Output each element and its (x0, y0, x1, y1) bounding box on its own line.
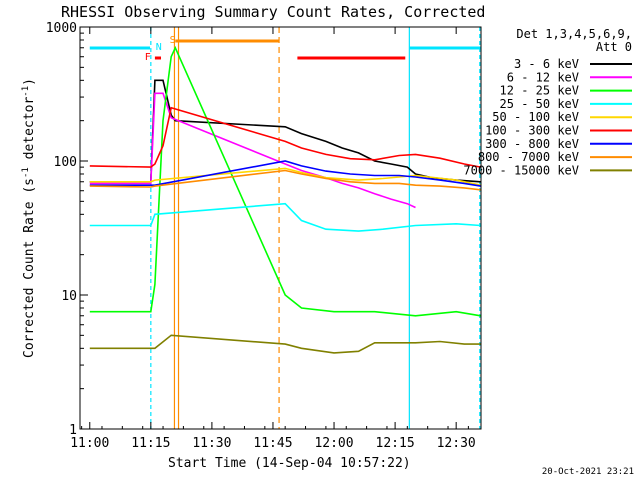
x-tick-label-6: 12:30 (437, 436, 476, 451)
x-axis-label: Start Time (14-Sep-04 10:57:22) (168, 456, 411, 471)
y-tick-label-1: 10 (61, 289, 77, 304)
flag-n: N (156, 42, 162, 53)
y-axis-label-sup1: -1 (21, 167, 31, 178)
legend-label-4: 50 - 100 keV (492, 110, 579, 124)
series-line-0 (89, 79, 481, 183)
legend-label-8: 7000 - 15000 keV (463, 163, 579, 177)
y-axis-label-main: Corrected Count Rate (s (22, 178, 37, 358)
legend-header-line-1: Det 1,3,4,5,6,9, (516, 27, 632, 41)
legend-label-2: 12 - 25 keV (500, 84, 579, 98)
legend-label-1: 6 - 12 keV (507, 70, 579, 84)
legend-header-line-2: Att 0 (596, 40, 632, 54)
series-line-1 (89, 92, 416, 209)
y-axis-label-mid: detector (22, 97, 37, 168)
x-axis: 11:00 11:15 11:30 11:45 12:00 12:15 12:30 (70, 27, 476, 451)
series-line-7 (89, 169, 481, 191)
flag-s: S (170, 35, 176, 46)
x-tick-label-1: 11:15 (131, 436, 170, 451)
x-tick-label-3: 11:45 (253, 436, 292, 451)
legend-label-0: 3 - 6 keV (514, 57, 579, 71)
y-axis: 1 10 100 1000 (46, 21, 88, 438)
plot-area: FNS (89, 27, 481, 429)
series-line-2 (89, 45, 481, 317)
x-tick-label-2: 11:30 (192, 436, 231, 451)
legend-label-7: 800 - 7000 keV (478, 150, 579, 164)
y-tick-label-3: 1000 (46, 21, 77, 36)
y-axis-label-sup2: -1 (21, 86, 31, 97)
flag-f: F (145, 52, 151, 63)
series-line-6 (89, 160, 481, 187)
series-line-5 (89, 106, 481, 168)
y-axis-label-end: ) (22, 78, 37, 86)
x-tick-label-4: 12:00 (314, 436, 353, 451)
x-tick-label-0: 11:00 (70, 436, 109, 451)
footer-date: 20-Oct-2021 23:21 (542, 467, 634, 477)
y-tick-label-0: 1 (69, 423, 77, 438)
series-line-8 (89, 334, 481, 354)
plot-frame (79, 26, 482, 430)
legend-label-3: 25 - 50 keV (500, 97, 579, 111)
legend-label-6: 300 - 800 keV (485, 137, 579, 151)
x-tick-label-5: 12:15 (376, 436, 415, 451)
legend-label-5: 100 - 300 keV (485, 124, 579, 138)
chart-title: RHESSI Observing Summary Count Rates, Co… (61, 3, 485, 21)
y-tick-label-2: 100 (54, 155, 77, 170)
series-line-3 (89, 202, 481, 232)
y-axis-label: Corrected Count Rate (s-1 detector-1) (21, 78, 37, 358)
